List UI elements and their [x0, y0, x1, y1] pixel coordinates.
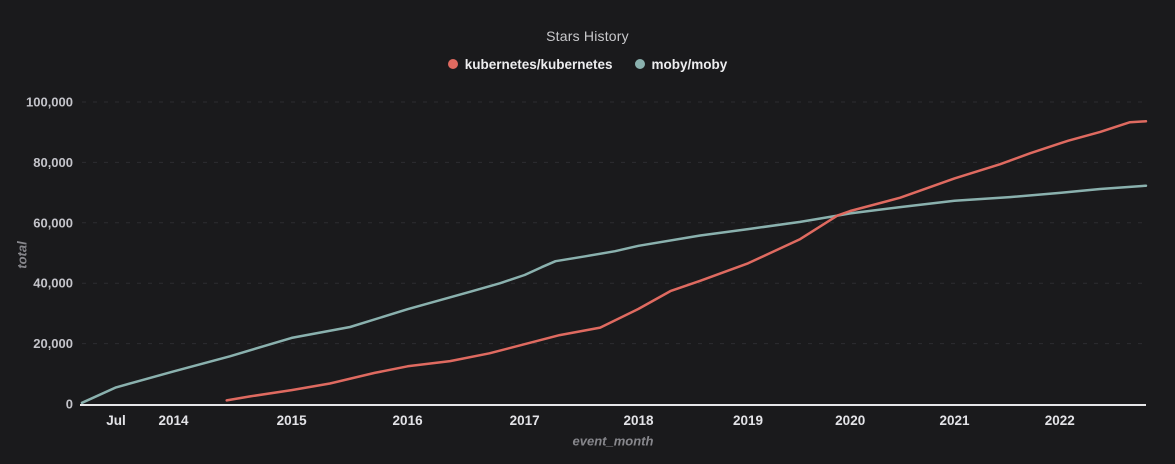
legend-dot-icon — [447, 59, 458, 69]
x-tick-label: Jul — [106, 413, 126, 428]
chart-legend: kubernetes/kubernetes moby/moby — [0, 55, 1175, 73]
x-tick-label: 2016 — [393, 413, 424, 428]
x-tick-label: 2020 — [835, 413, 865, 428]
x-tick-label: 2015 — [277, 413, 308, 428]
series-line-kubernetes-kubernetes — [225, 120, 1148, 402]
x-tick-label: 2018 — [623, 413, 654, 428]
y-tick-label: 80,000 — [33, 155, 73, 170]
y-tick-label: 60,000 — [33, 215, 73, 230]
legend-label: moby/moby — [651, 56, 728, 72]
y-axis-name: total — [14, 241, 30, 269]
legend-dot-icon — [634, 59, 645, 69]
series-line-moby-moby — [80, 184, 1148, 405]
legend-item-kubernetes-kubernetes[interactable]: kubernetes/kubernetes — [447, 56, 613, 72]
x-tick-label: 2021 — [939, 413, 970, 428]
x-tick-label: 2017 — [510, 413, 540, 428]
x-axis-name: event_month — [572, 433, 654, 449]
y-tick-label: 100,000 — [26, 95, 73, 110]
x-tick-label: 2014 — [158, 413, 189, 428]
x-tick-label: 2019 — [733, 413, 763, 428]
y-tick-label: 0 — [66, 397, 73, 412]
x-tick-label: 2022 — [1045, 413, 1075, 428]
y-tick-label: 20,000 — [33, 336, 73, 351]
chart-title: Stars History — [546, 28, 629, 44]
legend-label: kubernetes/kubernetes — [464, 56, 613, 72]
legend-item-moby-moby[interactable]: moby/moby — [634, 56, 728, 72]
y-tick-label: 40,000 — [33, 276, 73, 291]
